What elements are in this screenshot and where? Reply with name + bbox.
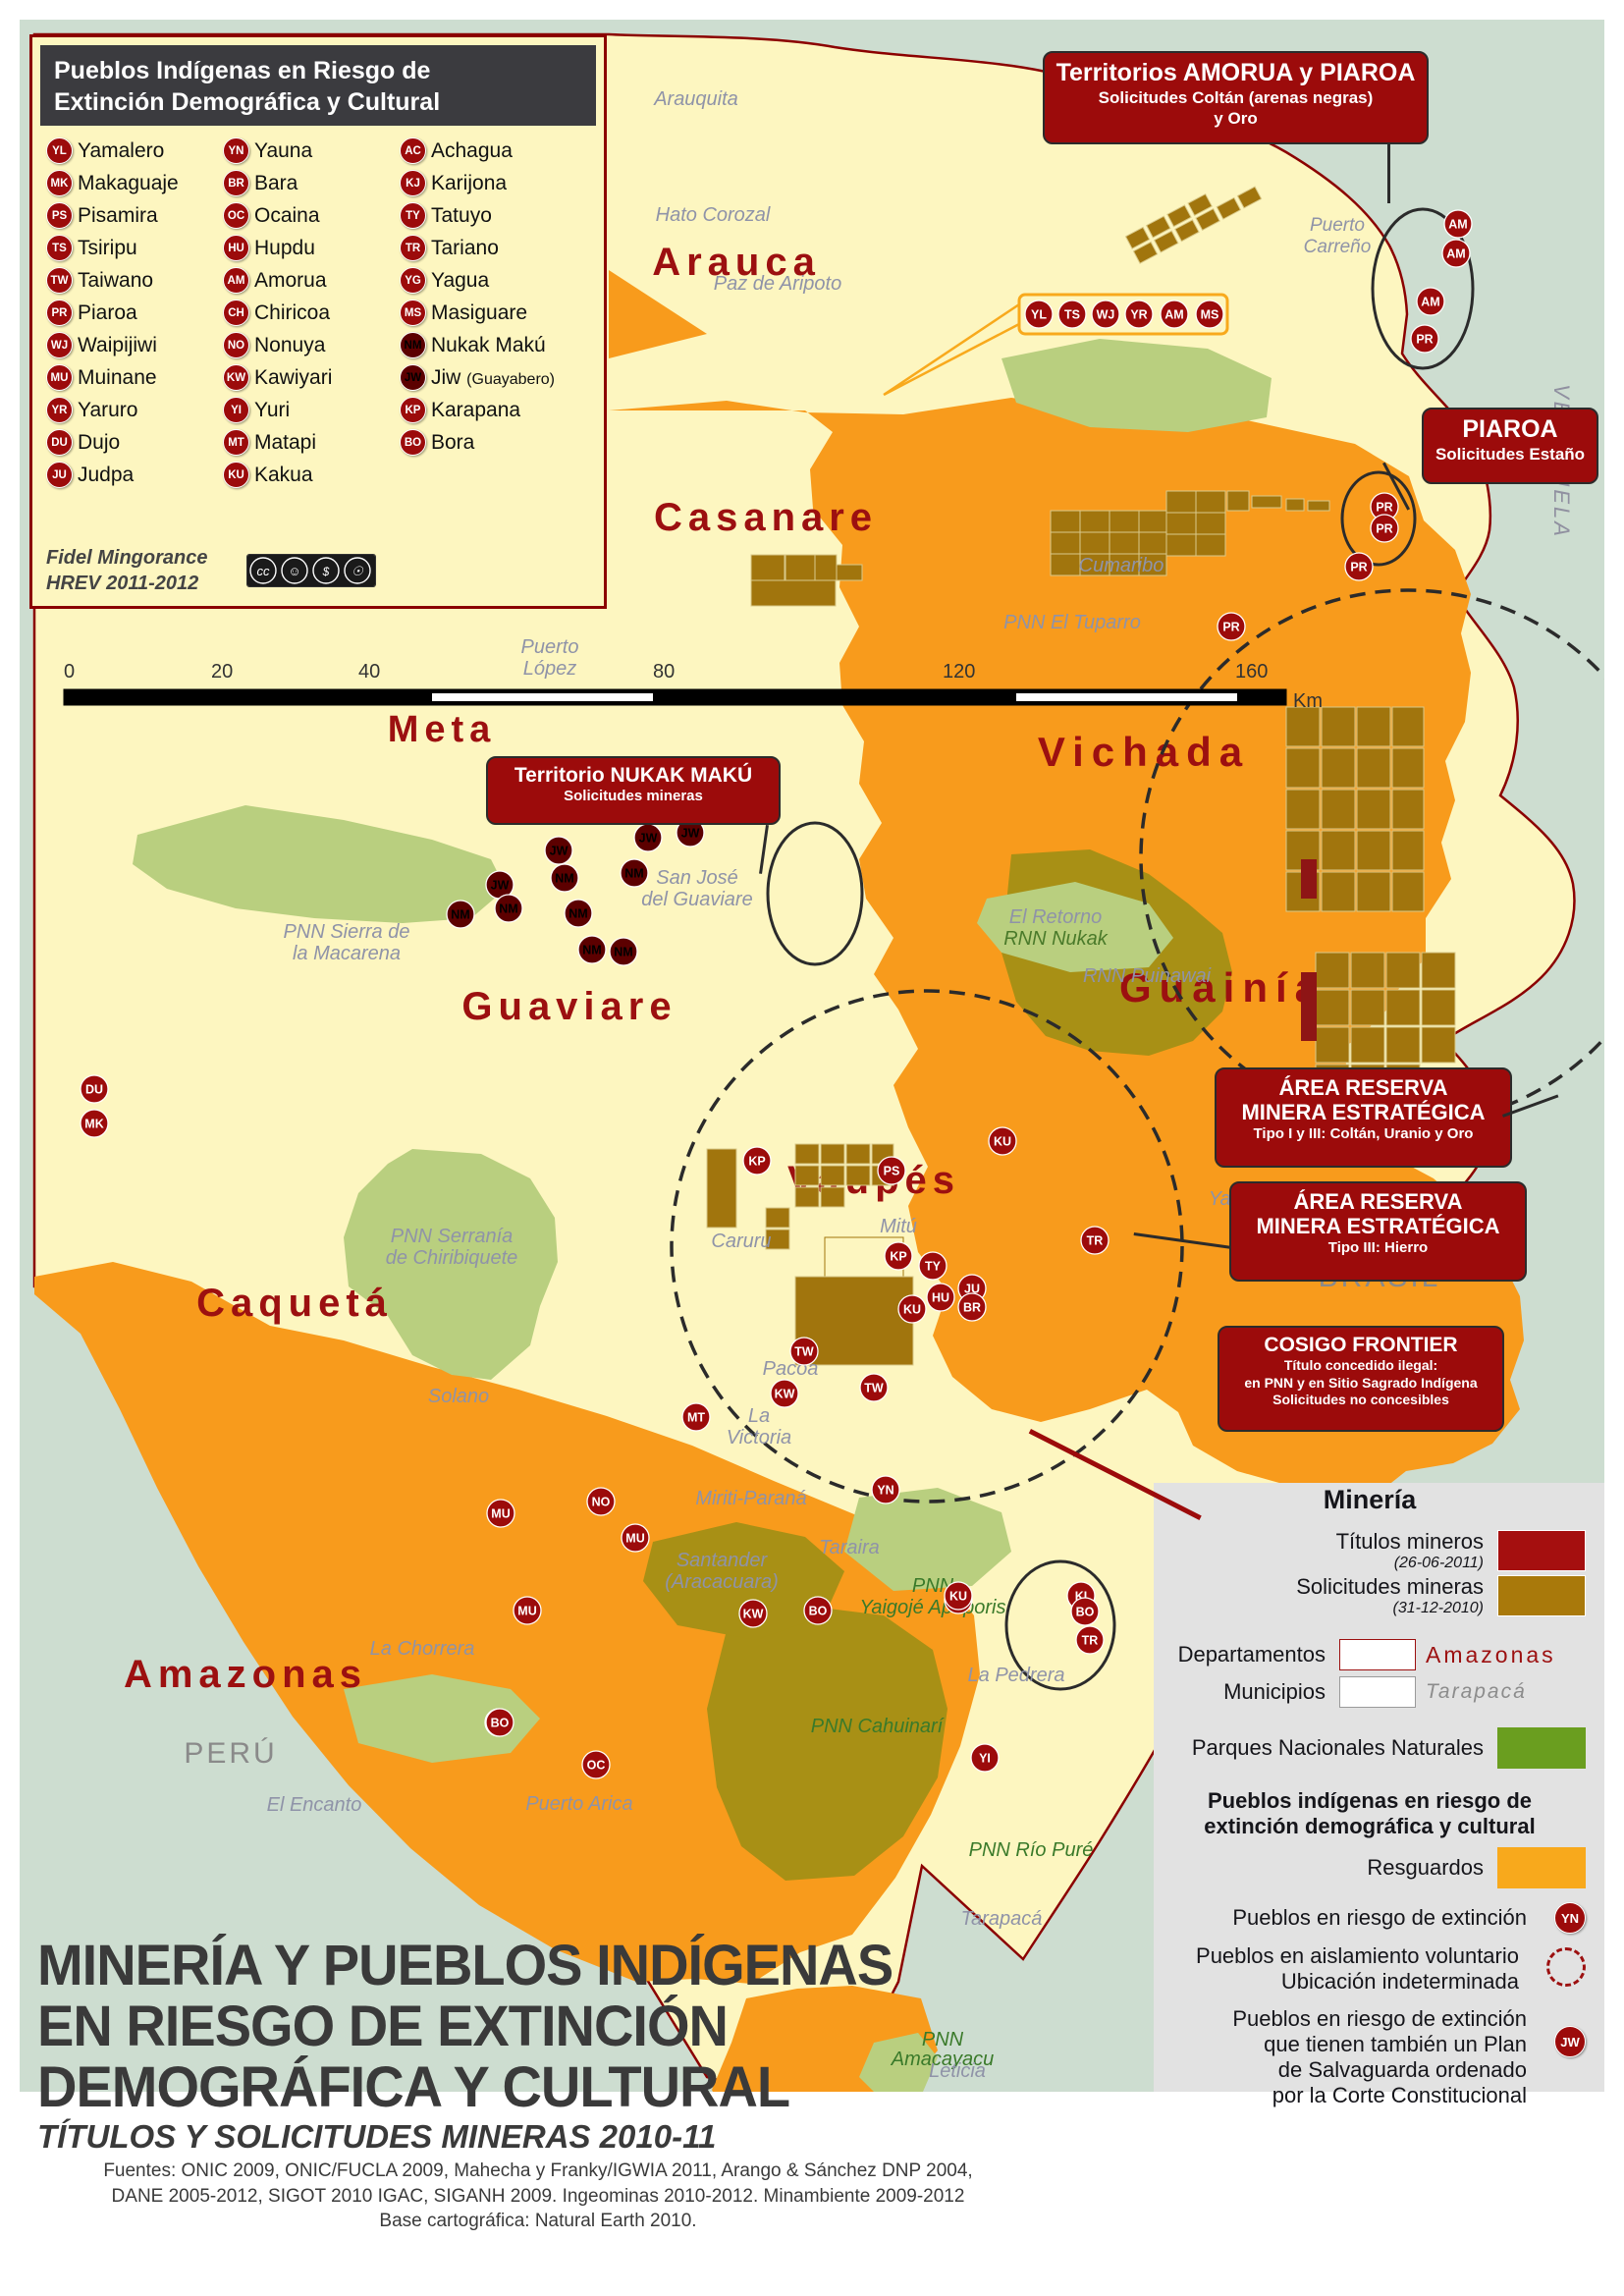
svg-text:TR: TR [1087, 1234, 1104, 1248]
svg-text:20: 20 [211, 661, 233, 683]
svg-text:YI: YI [979, 1752, 991, 1766]
svg-text:KP: KP [748, 1155, 765, 1169]
svg-text:KU: KU [949, 1590, 967, 1604]
svg-text:PR: PR [1376, 501, 1392, 515]
svg-text:KU: KU [994, 1135, 1011, 1149]
svg-text:PR: PR [1416, 333, 1433, 347]
svg-text:KW: KW [743, 1608, 764, 1621]
svg-text:NM: NM [582, 944, 601, 957]
svg-text:MK: MK [84, 1118, 103, 1131]
svg-text:160: 160 [1235, 661, 1268, 683]
svg-text:TY: TY [925, 1260, 942, 1274]
svg-text:Meta: Meta [388, 709, 497, 750]
svg-text:Casanare: Casanare [654, 496, 878, 539]
svg-text:☉: ☉ [352, 564, 364, 578]
svg-text:Puerto Arica: Puerto Arica [525, 1793, 632, 1815]
svg-text:PNN Cahuinarí: PNN Cahuinarí [811, 1716, 946, 1737]
svg-text:YL: YL [1031, 308, 1047, 322]
svg-text:BO: BO [491, 1717, 510, 1730]
svg-text:PS: PS [884, 1165, 900, 1178]
svg-text:KP: KP [890, 1250, 906, 1264]
svg-text:Hato Corozal: Hato Corozal [656, 204, 771, 226]
svg-text:NM: NM [568, 907, 587, 921]
svg-text:BO: BO [1076, 1606, 1095, 1619]
svg-text:TS: TS [1064, 308, 1080, 322]
svg-text:AM: AM [1164, 308, 1183, 322]
svg-text:PNN El Tuparro: PNN El Tuparro [1003, 612, 1141, 633]
svg-text:Santander(Aracacuara): Santander (Aracacuara) [665, 1550, 779, 1593]
svg-text:PERÚ: PERÚ [184, 1737, 277, 1770]
svg-text:Caquetá: Caquetá [196, 1282, 393, 1325]
svg-text:KW: KW [775, 1388, 795, 1401]
svg-text:AM: AM [1448, 218, 1467, 232]
svg-text:NM: NM [451, 908, 469, 922]
svg-text:$: $ [322, 565, 330, 578]
svg-text:0: 0 [64, 661, 75, 683]
svg-text:Amazonas: Amazonas [124, 1653, 367, 1696]
svg-text:RNN Puinawai: RNN Puinawai [1083, 965, 1212, 987]
svg-text:AM: AM [1446, 247, 1465, 261]
svg-text:Taraira: Taraira [819, 1537, 880, 1558]
svg-text:PR: PR [1222, 621, 1239, 634]
svg-text:YR: YR [1130, 308, 1147, 322]
svg-text:Mitú: Mitú [880, 1216, 917, 1237]
svg-text:JW: JW [681, 827, 700, 841]
svg-text:40: 40 [358, 661, 380, 683]
svg-text:Vichada: Vichada [1038, 729, 1250, 775]
svg-text:PNN Río Puré: PNN Río Puré [969, 1839, 1094, 1861]
svg-text:OC: OC [587, 1759, 606, 1773]
svg-text:JW: JW [491, 879, 510, 893]
svg-text:☺: ☺ [288, 564, 300, 578]
svg-text:Guaviare: Guaviare [461, 985, 677, 1028]
svg-text:PR: PR [1376, 522, 1392, 536]
svg-text:NM: NM [614, 946, 632, 959]
svg-text:Solano: Solano [428, 1386, 489, 1407]
svg-text:MU: MU [517, 1605, 536, 1618]
svg-text:NO: NO [592, 1496, 611, 1509]
svg-text:WJ: WJ [1097, 308, 1115, 322]
svg-text:Arauquita: Arauquita [653, 88, 738, 110]
svg-text:BO: BO [809, 1605, 828, 1618]
svg-text:BR: BR [963, 1301, 981, 1315]
svg-text:NM: NM [555, 872, 573, 886]
svg-text:Caruru: Caruru [711, 1230, 771, 1252]
svg-text:NM: NM [499, 902, 517, 916]
svg-text:La Pedrera: La Pedrera [968, 1665, 1065, 1686]
svg-text:Paz de Aripoto: Paz de Aripoto [714, 273, 841, 295]
svg-text:TR: TR [1082, 1634, 1099, 1648]
svg-text:HU: HU [932, 1291, 949, 1305]
svg-text:MU: MU [491, 1507, 510, 1521]
svg-text:YN: YN [877, 1484, 893, 1498]
svg-text:MU: MU [625, 1532, 644, 1546]
svg-text:El Encanto: El Encanto [267, 1794, 362, 1816]
svg-text:TW: TW [864, 1382, 884, 1395]
svg-text:Tarapacá: Tarapacá [961, 1908, 1043, 1930]
svg-text:La Chorrera: La Chorrera [370, 1638, 475, 1660]
svg-text:Km: Km [1293, 690, 1323, 712]
svg-text:PR: PR [1350, 561, 1367, 574]
svg-text:AM: AM [1421, 296, 1439, 309]
svg-text:MS: MS [1201, 308, 1219, 322]
svg-text:MT: MT [687, 1411, 705, 1425]
svg-text:120: 120 [943, 661, 975, 683]
svg-text:Miriti-Paraná: Miriti-Paraná [695, 1488, 806, 1509]
svg-text:TW: TW [794, 1345, 814, 1359]
svg-text:KU: KU [903, 1303, 921, 1317]
svg-text:80: 80 [653, 661, 675, 683]
svg-text:DU: DU [85, 1083, 103, 1097]
svg-text:JW: JW [550, 845, 568, 858]
svg-text:Cumaribo: Cumaribo [1079, 555, 1164, 576]
svg-text:cc: cc [257, 564, 271, 578]
svg-text:JW: JW [639, 832, 658, 846]
svg-text:NM: NM [624, 867, 643, 881]
